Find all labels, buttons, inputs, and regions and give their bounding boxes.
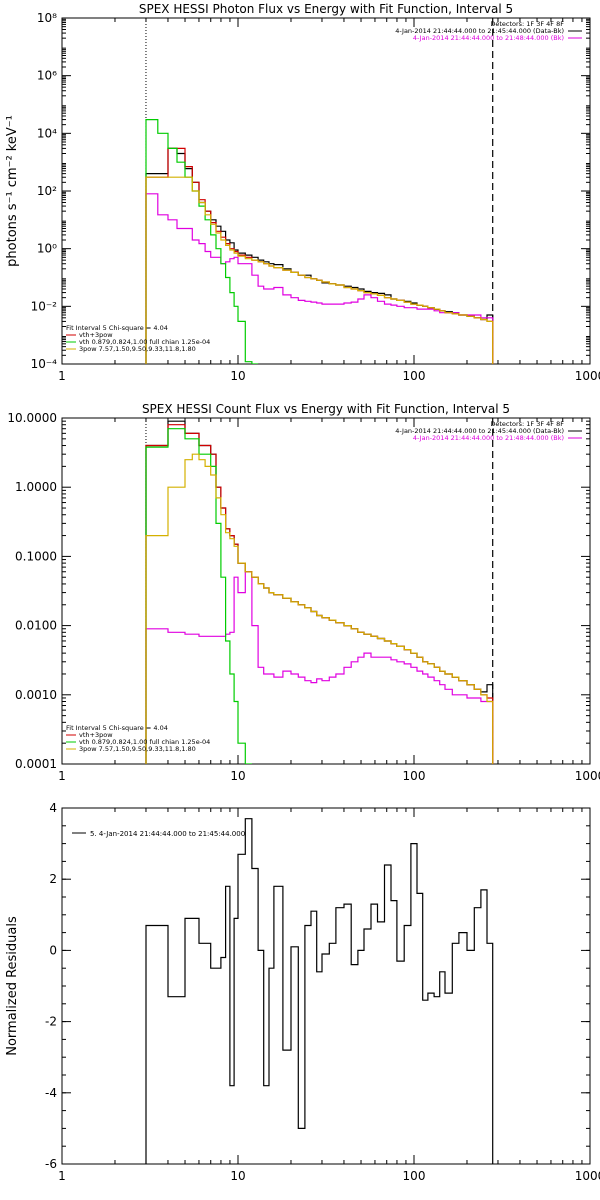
chart1-title: SPEX HESSI Photon Flux vs Energy with Fi… <box>139 2 513 16</box>
chart2-legend-entry: 4-Jan-2014 21:44:44.000 to 21:48:44.000 … <box>413 434 564 442</box>
chart1-legend-entry: 3pow 7.57,1.50,9.50,9.33,11.8,1.80 <box>79 345 196 353</box>
chart1-x-tick-label: 1000 <box>575 369 600 383</box>
chart2-title: SPEX HESSI Count Flux vs Energy with Fit… <box>142 402 510 416</box>
chart2-y-tick-label: 0.0100 <box>15 619 57 633</box>
chart1-legend-entry: Detectors: 1F 3F 4F 8F <box>490 20 564 28</box>
chart1-plot-frame <box>61 17 591 365</box>
chart3-y-axis-label: Normalized Residuals <box>5 916 20 1056</box>
chart1-series-4-line <box>145 119 259 364</box>
chart3-series-1-line <box>145 818 494 1164</box>
chart2-y-tick-label: 10.0000 <box>7 411 57 425</box>
chart1-legend-entry: Fit Interval 5 Chi-square = 4.04 <box>66 324 168 332</box>
chart3-x-tick-label: 100 <box>403 1169 426 1183</box>
chart1-y-tick-label: 10⁻⁴ <box>31 357 58 371</box>
chart1-legend-entry: 4-Jan-2014 21:44:44.000 to 21:45:44.000 … <box>395 27 564 35</box>
chart3-x-tick-label: 1000 <box>575 1169 600 1183</box>
chart1-legend-entry: 4-Jan-2014 21:44:44.000 to 21:48:44.000 … <box>413 34 564 42</box>
chart2-series-2-line <box>145 571 494 764</box>
chart1-y-axis-label: photons s⁻¹ cm⁻² keV⁻¹ <box>5 115 20 267</box>
chart3-y-tick-label: -2 <box>45 1015 57 1029</box>
chart1-y-tick-label: 10⁴ <box>37 126 57 140</box>
chart3-y-tick-label: -6 <box>45 1157 57 1171</box>
chart1-series-2-line <box>145 193 494 364</box>
chart2-series-5-line <box>145 453 494 764</box>
chart3-x-tick-label: 1 <box>58 1169 66 1183</box>
chart1-series-1-line <box>145 147 494 364</box>
chart2-legend-entry: Detectors: 1F 3F 4F 8F <box>490 420 564 428</box>
chart1-y-tick-label: 10⁶ <box>37 69 57 83</box>
chart2-series-4-line <box>145 428 252 764</box>
chart1-legend-entry: vth+3pow <box>79 331 113 339</box>
chart3-y-tick-label: 2 <box>49 872 57 886</box>
chart2-y-tick-label: 0.0010 <box>15 688 57 702</box>
chart3-y-tick-label: 4 <box>49 801 57 815</box>
chart3-legend-entry: 5. 4-Jan-2014 21:44:44.000 to 21:45:44.0… <box>90 830 245 838</box>
chart2-plot-frame <box>61 417 591 765</box>
chart2-series-3-line <box>145 424 494 764</box>
chart2-legend-entry: Fit Interval 5 Chi-square = 4.04 <box>66 724 168 732</box>
chart1-x-tick-label: 1 <box>58 369 66 383</box>
chart1-series-3-line <box>145 147 494 364</box>
chart2-x-tick-label: 1000 <box>575 769 600 783</box>
chart2-y-tick-label: 0.1000 <box>15 549 57 563</box>
chart2-series-1-line <box>145 420 494 764</box>
chart2-legend-entry: vth 0.879,0.824,1.00 full chian 1.25e-04 <box>79 738 210 746</box>
chart3-y-tick-label: 0 <box>49 943 57 957</box>
chart1-x-tick-label: 10 <box>230 369 245 383</box>
chart1-y-tick-label: 10⁰ <box>37 242 57 256</box>
chart1-series-5-line <box>145 176 494 364</box>
chart2-legend-entry: 4-Jan-2014 21:44:44.000 to 21:45:44.000 … <box>395 427 564 435</box>
chart1-legend-entry: vth 0.879,0.824,1.00 full chian 1.25e-04 <box>79 338 210 346</box>
chart1-y-tick-label: 10⁻² <box>31 299 58 313</box>
chart2-x-tick-label: 10 <box>230 769 245 783</box>
chart3-x-tick-label: 10 <box>230 1169 245 1183</box>
chart1-y-tick-label: 10⁸ <box>37 11 57 25</box>
chart3-y-tick-label: -4 <box>45 1086 57 1100</box>
chart2-legend-entry: 3pow 7.57,1.50,9.50,9.33,11.8,1.80 <box>79 745 196 753</box>
chart2-y-tick-label: 1.0000 <box>15 480 57 494</box>
chart2-y-tick-label: 0.0001 <box>15 757 57 771</box>
chart2-x-tick-label: 100 <box>403 769 426 783</box>
chart3-plot-frame <box>61 807 591 1165</box>
chart1-x-tick-label: 100 <box>403 369 426 383</box>
chart1-y-tick-label: 10² <box>37 184 57 198</box>
chart2-x-tick-label: 1 <box>58 769 66 783</box>
chart2-legend-entry: vth+3pow <box>79 731 113 739</box>
